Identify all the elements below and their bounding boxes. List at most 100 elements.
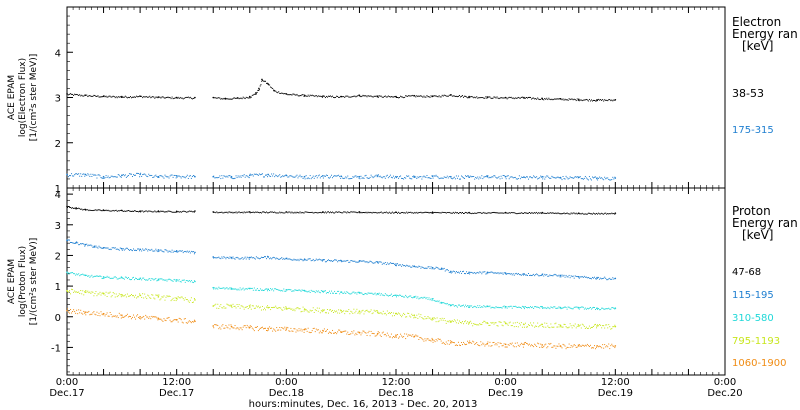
data-point [75,312,77,314]
data-point [577,275,579,277]
data-point [551,98,553,100]
data-point [416,297,418,299]
data-point [139,176,141,178]
data-point [104,177,106,179]
data-point [281,289,283,291]
data-point [362,211,364,213]
data-point [327,95,329,97]
data-point [588,307,590,309]
data-point [576,276,578,278]
data-point [68,272,70,274]
data-point [322,310,324,312]
data-point [146,279,148,281]
data-point [396,336,397,338]
data-point [135,294,137,296]
data-point [364,311,366,313]
data-point [557,345,559,347]
data-point [273,173,275,175]
data-point [88,95,90,97]
data-point [384,293,386,295]
data-point [407,212,409,214]
data-point [121,314,123,317]
data-point [503,212,505,214]
data-point [417,96,419,98]
data-point [525,342,527,344]
data-point [77,94,79,96]
data-point [411,266,413,268]
data-point [430,340,432,342]
data-point [460,95,462,97]
data-point [257,257,259,259]
data-point [517,344,519,346]
data-point [374,262,376,264]
data-point [329,211,331,213]
data-point [470,342,472,344]
data-point [596,325,598,327]
data-point [126,247,128,249]
data-point [565,212,567,214]
data-point [294,176,296,178]
data-point [328,290,330,292]
data-point [574,345,576,347]
data-point [241,98,243,100]
data-point [494,344,496,346]
data-point [312,175,314,177]
data-point [440,340,442,342]
data-point [336,259,338,261]
data-point [574,275,576,277]
data-point [553,212,555,214]
data-point [538,212,540,214]
data-point [289,211,291,213]
data-point [180,177,182,179]
data-point [481,175,483,177]
data-point [89,276,91,278]
data-point [370,212,372,214]
data-point [141,317,143,319]
data-point [608,99,610,101]
data-point [570,344,572,346]
data-point [253,257,255,259]
data-point [125,210,127,212]
data-point [381,212,383,214]
data-point [114,247,116,249]
data-point [308,311,310,313]
data-point [153,211,155,213]
data-point [142,293,144,295]
xtick-time-label: 0:00 [494,377,516,388]
data-point [517,306,519,308]
data-point [519,178,521,180]
data-point [103,246,105,248]
data-point [599,309,601,311]
data-point [216,287,218,289]
data-point [171,280,173,282]
data-point [307,94,309,96]
data-point [68,176,70,178]
data-point [238,258,240,260]
data-point [536,176,538,178]
data-point [222,177,224,179]
data-point [397,212,399,214]
data-point [598,308,600,310]
data-point [367,211,369,213]
data-point [564,276,566,278]
data-point [212,325,215,327]
data-point [375,294,377,296]
data-point [476,212,478,214]
data-point [299,95,301,97]
data-point [326,328,328,330]
data-point [358,310,361,313]
data-point [297,307,299,309]
data-point [529,274,531,276]
data-point [610,179,612,181]
data-point [289,175,291,177]
data-point [379,175,381,177]
data-point [251,287,253,289]
data-point [292,176,294,178]
data-point [119,314,121,316]
data-point [488,306,490,308]
data-point [475,273,477,275]
data-point [425,211,427,213]
data-point [592,347,594,349]
data-point [147,96,149,98]
data-point [174,251,176,253]
